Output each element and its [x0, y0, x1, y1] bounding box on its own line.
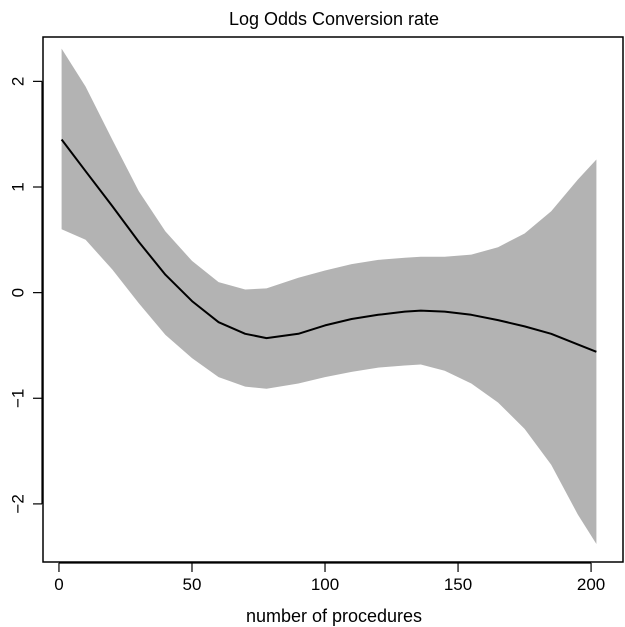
y-tick-label: 1: [8, 182, 27, 191]
x-axis-title: number of procedures: [246, 606, 422, 626]
plot-area: [42, 36, 624, 563]
x-tick-label: 150: [444, 575, 472, 594]
y-tick-label: 2: [8, 77, 27, 86]
x-tick-label: 100: [311, 575, 339, 594]
series-line-0: [60, 138, 597, 353]
y-tick-label: 0: [9, 288, 28, 297]
y-tick-label: −2: [8, 494, 27, 513]
y-axis: −2 −1 0 1 2: [8, 77, 43, 514]
confidence-band: [61, 48, 597, 544]
x-tick-label: 50: [183, 575, 202, 594]
x-tick-label: 200: [577, 575, 605, 594]
chart-title: Log Odds Conversion rate: [229, 9, 439, 29]
x-axis: 0 50 100 150 200: [54, 562, 605, 594]
x-tick-label: 0: [54, 575, 63, 594]
y-tick-label: −1: [8, 389, 27, 408]
plot-frame: [42, 36, 624, 563]
